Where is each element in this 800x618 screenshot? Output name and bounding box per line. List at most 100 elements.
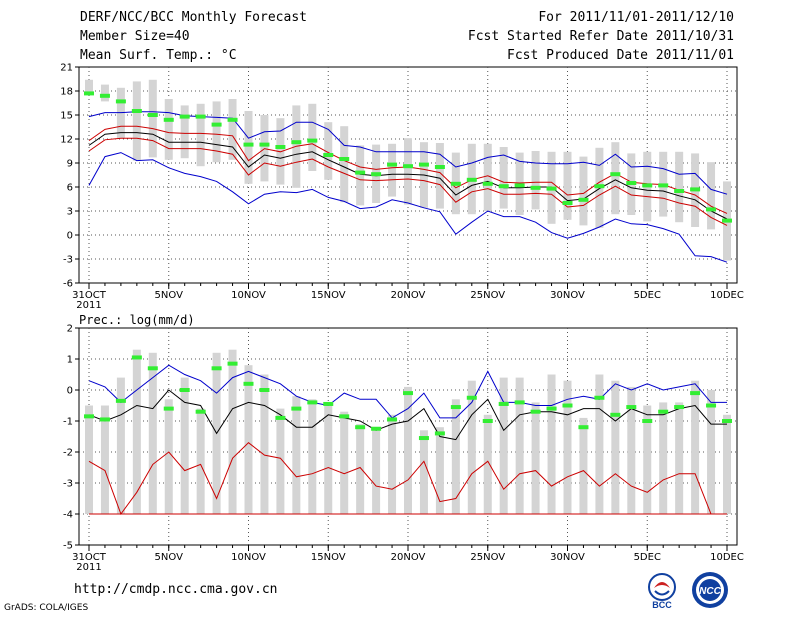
temp-observed-mark xyxy=(227,117,238,122)
chart-title: DERF/NCC/BCC Monthly Forecast xyxy=(80,10,307,25)
temp-ytick-label: 21 xyxy=(60,63,73,74)
prec-spread-bar xyxy=(388,414,397,514)
prec-observed-mark xyxy=(195,409,206,414)
prec-observed-mark xyxy=(418,436,429,441)
prec-observed-mark xyxy=(243,381,254,386)
prec-observed-mark xyxy=(179,388,190,392)
prec-spread-bar xyxy=(499,377,508,514)
prec-spread-bar xyxy=(260,374,269,514)
prec-min-line xyxy=(88,442,727,516)
prec-observed-mark xyxy=(115,398,126,403)
temp-spread-bar xyxy=(611,142,620,215)
prec-spread-bar xyxy=(228,349,237,514)
temp-ytick-label: 6 xyxy=(67,183,73,194)
prec-observed-mark xyxy=(706,403,717,408)
temp-observed-mark xyxy=(403,164,413,169)
temp-ytick-label: -3 xyxy=(63,255,73,266)
prec-spread-bar xyxy=(244,365,253,514)
temp-observed-mark xyxy=(530,185,541,190)
prec-mean-line xyxy=(88,389,727,441)
prec-spread-bar xyxy=(164,399,173,514)
prec-spread-bar xyxy=(659,402,668,514)
temp-xtick-label: 20NOV xyxy=(391,290,426,301)
bcc-logo-icon: BCC xyxy=(648,573,676,610)
temp-observed-mark xyxy=(658,183,669,188)
temp-spread-bar xyxy=(579,156,588,226)
temp-observed-mark xyxy=(706,207,717,212)
temp-mean-line xyxy=(88,132,728,220)
prec-observed-mark xyxy=(642,419,653,423)
prec-xtick-label: 31OCT xyxy=(72,552,107,563)
prec-observed-mark xyxy=(466,395,477,400)
prec-observed-mark xyxy=(163,406,174,411)
prec-observed-mark xyxy=(323,401,334,406)
temp-ytick-label: 18 xyxy=(60,87,73,98)
prec-observed-mark xyxy=(674,405,685,410)
temp-observed-mark xyxy=(466,177,477,182)
temp-max-line xyxy=(88,111,728,195)
temp-ytick-label: -6 xyxy=(63,279,73,290)
prec-spread-bar xyxy=(435,427,444,514)
prec-spread-bar xyxy=(595,374,604,514)
prec-xtick-label: 15NOV xyxy=(311,552,346,563)
produced-date: Fcst Produced Date 2011/11/01 xyxy=(507,48,734,63)
prec-observed-mark xyxy=(211,366,222,371)
prec-observed-mark xyxy=(131,355,142,360)
temp-spread-bar xyxy=(164,99,173,160)
temp-spread-bar xyxy=(100,84,109,102)
temp-spread-bar xyxy=(483,143,492,211)
temp-observed-mark xyxy=(163,117,174,122)
prec-spread-bar xyxy=(404,386,412,514)
prec-spread-bar xyxy=(531,402,540,514)
prec-xtick-label: 5DEC xyxy=(634,552,661,563)
temp-observed-mark xyxy=(450,181,461,186)
temp-xtick-label: 5NOV xyxy=(155,290,184,301)
temp-spread-bar xyxy=(499,147,508,209)
prec-spread-bar xyxy=(611,380,620,514)
temp-spread-bar xyxy=(228,99,237,160)
temp-observed-mark xyxy=(339,157,350,161)
temp-spread-bar xyxy=(244,111,253,184)
temp-ytick-label: 12 xyxy=(60,135,73,146)
prec-observed-mark xyxy=(482,419,493,423)
prec-observed-mark xyxy=(450,405,461,410)
temp-observed-mark xyxy=(610,172,621,177)
prec-spread-bar xyxy=(276,408,285,514)
prec-xtick-label: 10DEC xyxy=(710,552,744,563)
prec-observed-mark xyxy=(626,405,637,410)
prec-spread-bar xyxy=(627,386,636,514)
prec-spread-bar xyxy=(340,411,349,514)
temp-spread-bar xyxy=(356,145,365,206)
prec-ytick-label: -3 xyxy=(63,479,73,490)
temp-xtick-label: 10NOV xyxy=(231,290,266,301)
temp-observed-mark xyxy=(642,183,653,188)
prec-observed-mark xyxy=(498,401,509,406)
prec-spread-bar xyxy=(180,377,189,514)
temp-observed-mark xyxy=(626,181,637,185)
prec-observed-mark xyxy=(434,431,445,436)
temp-spread-bar xyxy=(132,81,141,161)
temp-observed-mark xyxy=(307,138,318,143)
prec-ytick-label: 1 xyxy=(67,355,73,366)
temp-xtick-label: 25NOV xyxy=(470,290,505,301)
temp-observed-mark xyxy=(99,93,110,98)
temp-spread-bar xyxy=(148,79,157,158)
temp-observed-mark xyxy=(147,113,158,117)
prec-spread-bar xyxy=(419,430,428,514)
temp-ytick-label: 15 xyxy=(60,111,73,122)
prec-spread-bar xyxy=(675,402,684,514)
temp-xtick-label: 5DEC xyxy=(634,290,661,301)
temp-spread-bar xyxy=(531,151,540,210)
temp-observed-mark xyxy=(387,162,398,167)
temp-observed-mark xyxy=(562,201,573,205)
prec-observed-mark xyxy=(227,361,238,366)
temp-observed-mark xyxy=(594,184,605,189)
prec-observed-mark xyxy=(259,388,270,392)
prec-observed-mark xyxy=(403,391,413,396)
temp-observed-mark xyxy=(131,109,142,113)
member-size: Member Size=40 xyxy=(80,29,190,44)
prec-xtick-label: 5NOV xyxy=(155,552,184,563)
prec-observed-mark xyxy=(307,400,318,405)
